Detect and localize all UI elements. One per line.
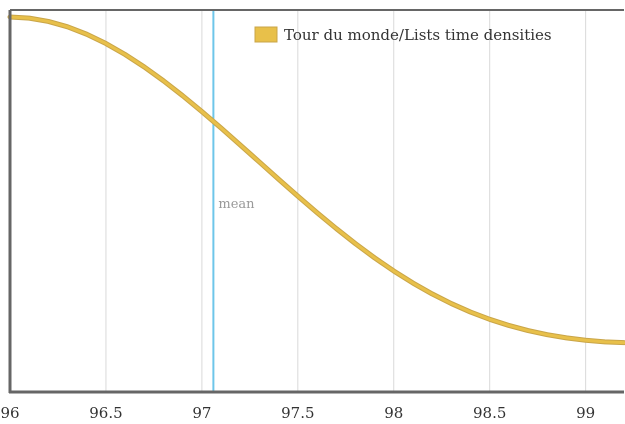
legend-swatch <box>254 26 278 43</box>
series-group <box>7 14 625 346</box>
legend-label: Tour du monde/Lists time densities <box>284 26 552 44</box>
x-tick-label: 96 <box>0 404 19 422</box>
x-tick-label: 96.5 <box>89 404 122 422</box>
x-tick-label: 98.5 <box>473 404 506 422</box>
series-line <box>8 15 625 345</box>
x-tick-label: 97.5 <box>281 404 314 422</box>
plot-frame <box>8 9 624 394</box>
x-tick-label: 99 <box>576 404 595 422</box>
x-tick-label: 97 <box>192 404 211 422</box>
mean-annotation: mean <box>212 10 255 392</box>
x-tick-label: 98 <box>384 404 403 422</box>
x-tick-labels: 96 96.5 97 97.5 98 98.5 99 <box>0 404 595 422</box>
grid-lines <box>105 10 587 392</box>
legend: Tour du monde/Lists time densities <box>254 26 552 44</box>
series-line-edge <box>7 14 625 346</box>
mean-label: mean <box>218 197 255 212</box>
